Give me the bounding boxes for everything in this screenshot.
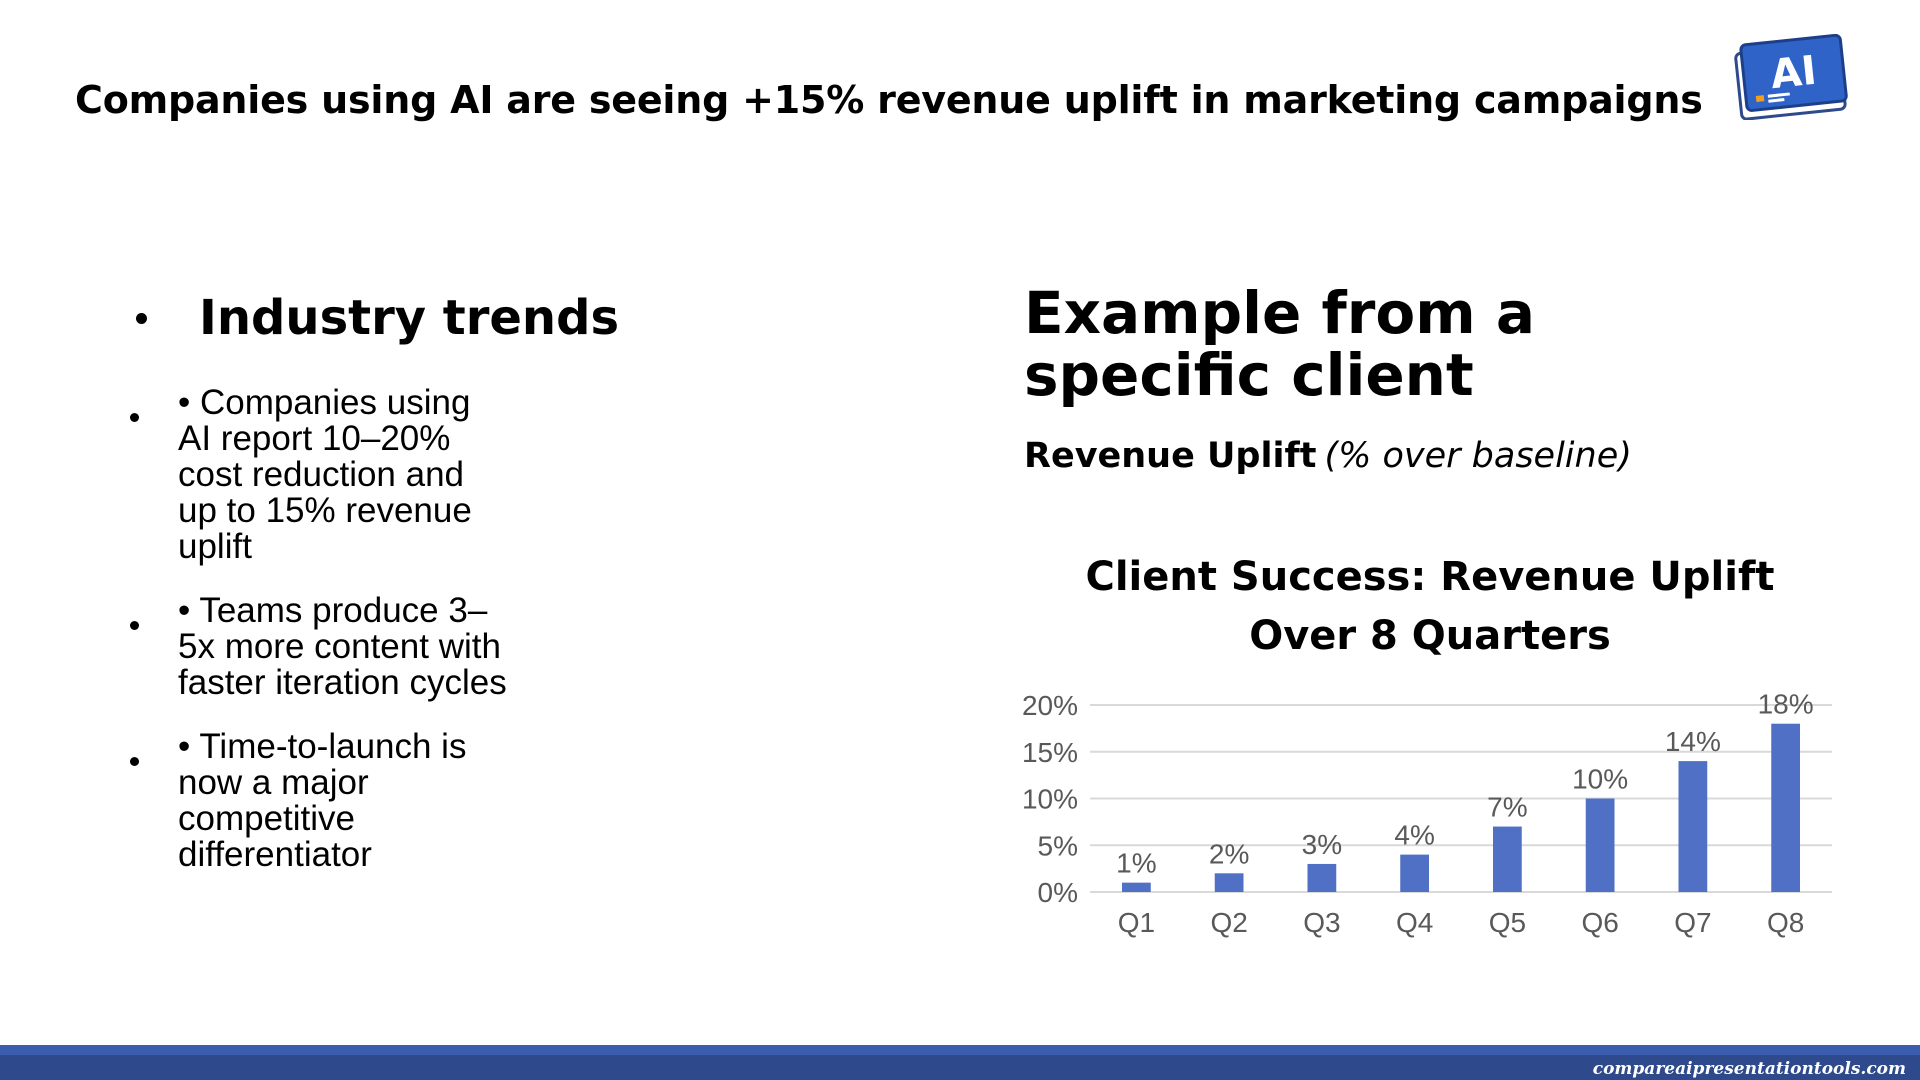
bar <box>1678 761 1708 892</box>
revenue-uplift-chart: 0% 5% 10% 15% 20% 1% Q1 2% Q2 3% Q3 4% Q4 7% Q5 10% Q6 14… <box>1022 689 1832 938</box>
y-tick-label: 20% <box>1022 690 1078 721</box>
list-item: • Teams produce 3–5x more content with f… <box>130 593 510 701</box>
x-tick-label: Q8 <box>1767 907 1804 938</box>
y-tick-label: 5% <box>1038 830 1078 861</box>
data-label: 2% <box>1209 838 1249 869</box>
industry-trends-title: Industry trends <box>199 290 620 346</box>
slide-headline: Companies using AI are seeing +15% reven… <box>75 78 1703 122</box>
ai-presentation-logo-icon: AI <box>1734 34 1848 120</box>
bar <box>1121 882 1151 892</box>
bar <box>1307 863 1337 892</box>
data-label: 4% <box>1394 820 1434 851</box>
example-title: Example from a specific client <box>1024 279 1535 409</box>
bar <box>1492 826 1522 892</box>
bar <box>1771 723 1801 892</box>
x-tick-label: Q4 <box>1396 907 1433 938</box>
footer-stripe <box>0 1045 1920 1055</box>
data-label: 1% <box>1116 848 1156 879</box>
x-tick-label: Q3 <box>1303 907 1340 938</box>
bar <box>1585 798 1615 892</box>
list-item: • Time-to-launch is now a major competit… <box>130 729 510 873</box>
x-tick-label: Q1 <box>1118 907 1155 938</box>
bullet-icon <box>136 312 147 324</box>
data-label: 3% <box>1302 829 1342 860</box>
industry-trends-heading: Industry trends <box>128 290 619 346</box>
logo-text: AI <box>1768 48 1818 99</box>
metric-note: (% over baseline) <box>1324 436 1632 476</box>
y-tick-label: 10% <box>1022 784 1078 815</box>
x-tick-label: Q6 <box>1581 907 1618 938</box>
bar <box>1214 873 1244 892</box>
data-label: 14% <box>1665 726 1721 757</box>
x-tick-label: Q5 <box>1489 907 1526 938</box>
x-tick-label: Q2 <box>1210 907 1247 938</box>
y-tick-label: 15% <box>1022 737 1078 768</box>
list-item: • Companies using AI report 10–20% cost … <box>130 385 510 565</box>
data-label: 10% <box>1572 764 1628 795</box>
industry-trends-list: • Companies using AI report 10–20% cost … <box>130 385 510 901</box>
data-label: 7% <box>1487 792 1527 823</box>
footer-url: compareaipresentationtools.com <box>1592 1059 1906 1079</box>
x-tick-label: Q7 <box>1674 907 1711 938</box>
metric-label: Revenue Uplift (% over baseline) <box>1024 436 1632 476</box>
data-label: 18% <box>1758 689 1814 720</box>
y-tick-label: 0% <box>1038 877 1078 908</box>
chart-title: Client Success: Revenue Uplift Over 8 Qu… <box>1085 554 1775 659</box>
bar <box>1400 854 1430 892</box>
metric-name: Revenue Uplift <box>1024 436 1317 476</box>
